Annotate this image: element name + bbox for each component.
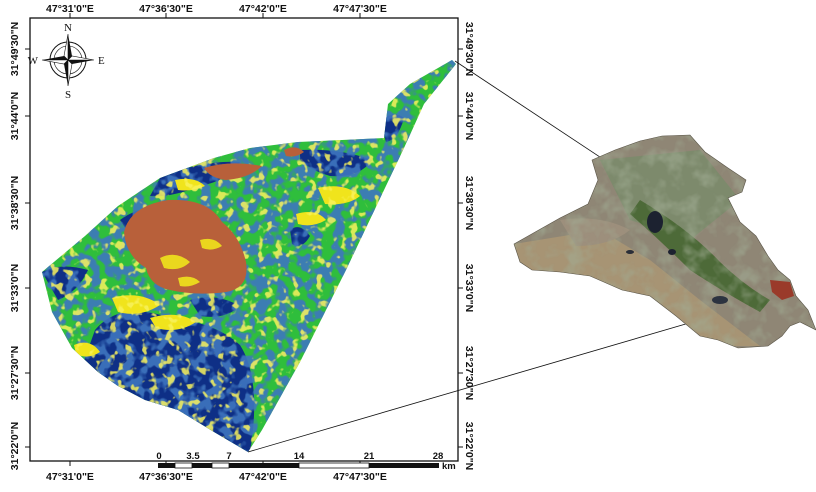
bottom-tick-label: 47°31'0"E (46, 471, 94, 483)
top-tick-label: 47°31'0"E (46, 3, 94, 15)
right-tick-label: 31°22'0"N (463, 422, 475, 470)
compass-rose: N S E W (28, 22, 105, 101)
right-tick-label: 31°33'0"N (463, 264, 475, 312)
top-tick-label: 47°42'0"E (239, 3, 287, 15)
left-tick-label: 31°44'0"N (9, 92, 21, 140)
bottom-longitude-labels: 47°31'0"E 47°36'30"E 47°42'0"E 47°47'30"… (46, 471, 387, 483)
iraq-inset-map (513, 134, 816, 349)
left-tick-label: 31°33'0"N (9, 264, 21, 312)
scale-label: 3.5 (186, 451, 200, 462)
scale-label: 0 (156, 451, 161, 462)
scale-bar: 0 3.5 7 14 21 28 km (156, 451, 455, 472)
top-tick-label: 47°47'30"E (333, 3, 387, 15)
bottom-tick-label: 47°42'0"E (239, 471, 287, 483)
left-tick-label: 31°27'30"N (9, 346, 21, 400)
scale-label: 28 (433, 451, 444, 462)
compass-label-w: W (28, 55, 39, 67)
scale-label: 7 (226, 451, 231, 462)
bottom-tick-label: 47°36'30"E (139, 471, 193, 483)
top-longitude-labels: 47°31'0"E 47°36'30"E 47°42'0"E 47°47'30"… (46, 3, 387, 15)
compass-needle-west (42, 56, 68, 60)
compass-label-s: S (65, 89, 71, 101)
bottom-tick-label: 47°47'30"E (333, 471, 387, 483)
compass-needle-east (68, 60, 94, 64)
right-tick-label: 31°27'30"N (463, 346, 475, 400)
right-latitude-labels: 31°49'30"N 31°44'0"N 31°38'30"N 31°33'0"… (463, 22, 475, 470)
compass-label-e: E (98, 55, 105, 67)
top-tick-label: 47°36'30"E (139, 3, 193, 15)
left-tick-label: 31°49'30"N (9, 22, 21, 76)
right-tick-label: 31°38'30"N (463, 176, 475, 230)
left-tick-label: 31°38'30"N (9, 176, 21, 230)
right-tick-label: 31°44'0"N (463, 92, 475, 140)
scale-unit: km (442, 461, 456, 472)
soil-class (124, 147, 304, 294)
right-tick-label: 31°49'30"N (463, 22, 475, 76)
scale-label: 21 (364, 451, 375, 462)
scale-label: 14 (294, 451, 305, 462)
compass-label-n: N (64, 22, 72, 34)
compass-needle-north (68, 34, 72, 60)
compass-needle-south (64, 60, 68, 86)
left-tick-label: 31°22'0"N (9, 422, 21, 470)
left-latitude-labels: 31°49'30"N 31°44'0"N 31°38'30"N 31°33'0"… (9, 22, 21, 470)
